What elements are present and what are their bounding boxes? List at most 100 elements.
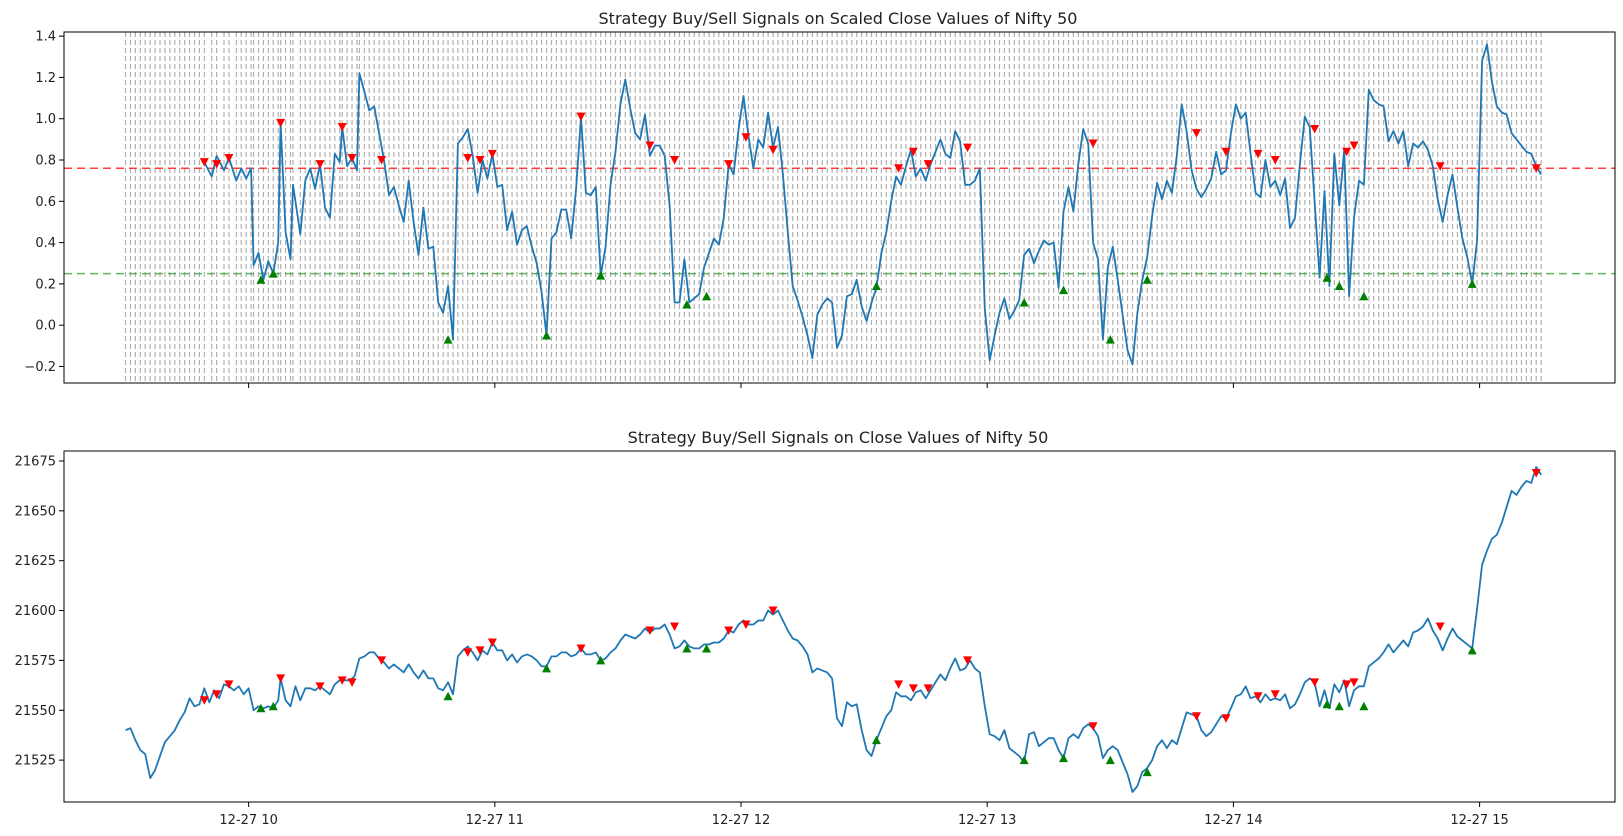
sell-signal-marker xyxy=(224,680,234,689)
y-tick-label: 21575 xyxy=(15,654,56,669)
sell-signal-marker xyxy=(1088,139,1098,148)
x-tick-label: 12-27 14 xyxy=(1204,813,1262,828)
vertical-dashed-lines xyxy=(124,32,1542,383)
buy-signal-marker xyxy=(871,735,881,745)
buy-signal-marker xyxy=(1334,701,1344,711)
y-tick-label: 0.6 xyxy=(35,195,56,210)
buy-signal-marker xyxy=(1019,755,1029,765)
y-tick-label: 21525 xyxy=(15,754,56,769)
sell-signal-marker xyxy=(894,680,904,689)
sell-signal-marker xyxy=(576,112,586,122)
buy-signal-marker xyxy=(1359,291,1369,301)
sell-signal-marker xyxy=(475,156,485,165)
buy-signal-marker xyxy=(1105,755,1115,765)
sell-signal-marker xyxy=(1435,622,1445,631)
sell-signal-marker xyxy=(1088,722,1098,731)
buy-signal-marker xyxy=(1334,281,1344,290)
sell-signal-marker xyxy=(1270,690,1280,699)
sell-signal-marker xyxy=(923,684,933,693)
sell-signal-marker xyxy=(463,153,473,163)
y-tick-label: 21650 xyxy=(15,504,56,519)
scaled-close-panel: Strategy Buy/Sell Signals on Scaled Clos… xyxy=(24,9,1616,388)
buy-signal-marker xyxy=(443,335,453,344)
plot-frame xyxy=(63,31,1616,384)
y-tick-label: 1.0 xyxy=(35,112,56,127)
sell-signal-marker xyxy=(315,682,325,691)
sell-signal-marker xyxy=(1310,678,1320,687)
sell-signal-marker xyxy=(908,147,918,157)
buy-signal-marker xyxy=(256,703,266,713)
plot-frame xyxy=(63,450,1616,803)
sell-signal-marker xyxy=(199,158,209,167)
sell-signal-marker xyxy=(1342,680,1352,689)
buy-signal-marker xyxy=(1142,767,1152,777)
y-tick-label: 0.8 xyxy=(35,154,56,169)
y-tick-label: 0.4 xyxy=(35,236,56,251)
buy-signal-marker xyxy=(542,663,552,673)
sell-signal-marker xyxy=(1531,468,1541,478)
sell-signal-marker xyxy=(475,646,485,655)
y-tick-label: 21600 xyxy=(15,604,56,619)
sell-signal-marker xyxy=(337,676,347,685)
sell-signal-marker xyxy=(894,164,904,173)
sell-signal-marker xyxy=(377,656,387,665)
sell-signal-marker xyxy=(963,656,973,665)
y-tick-label: 1.2 xyxy=(35,71,56,86)
sell-signal-marker xyxy=(1191,129,1201,138)
sell-signal-marker xyxy=(1221,147,1231,157)
x-tick-label: 12-27 11 xyxy=(466,813,524,828)
buy-signal-marker xyxy=(1322,699,1332,709)
sell-signal-marker xyxy=(377,156,387,165)
sell-signal-marker xyxy=(1349,678,1359,687)
sell-signal-marker xyxy=(1221,714,1231,723)
sell-signal-marker xyxy=(741,620,751,630)
buy-signal-marker xyxy=(542,331,552,340)
buy-signal-marker xyxy=(1467,645,1477,655)
sell-signal-marker xyxy=(1191,712,1201,721)
buy-signal-marker xyxy=(256,275,266,284)
sell-signal-marker xyxy=(199,696,209,705)
buy-signal-marker xyxy=(596,655,606,665)
sell-signal-marker xyxy=(347,153,357,163)
sell-signal-marker xyxy=(315,160,325,169)
sell-signal-marker xyxy=(963,143,973,153)
sell-signal-marker xyxy=(576,644,586,653)
buy-signal-marker xyxy=(1142,275,1152,284)
sell-signal-marker xyxy=(487,638,497,647)
close-panel: Strategy Buy/Sell Signals on Close Value… xyxy=(15,428,1616,828)
sell-signal-marker xyxy=(1310,125,1320,134)
sell-signal-marker xyxy=(1253,692,1263,701)
sell-signal-marker xyxy=(1270,156,1280,165)
sell-signal-marker xyxy=(276,674,286,683)
sell-signal-marker xyxy=(645,626,655,635)
buy-signal-marker xyxy=(1019,297,1029,307)
close-chart-title: Strategy Buy/Sell Signals on Close Value… xyxy=(628,428,1049,447)
x-tick-label: 12-27 10 xyxy=(219,813,277,828)
sell-signal-marker xyxy=(724,626,734,635)
sell-signal-marker xyxy=(463,648,473,657)
sell-signal-marker xyxy=(276,118,286,128)
sell-signal-marker xyxy=(670,622,680,631)
series-line xyxy=(203,43,1542,366)
buy-signal-marker xyxy=(1359,701,1369,711)
buy-signal-marker xyxy=(443,691,453,701)
sell-signal-marker xyxy=(908,684,918,693)
sell-signal-marker xyxy=(337,122,347,132)
buy-signal-marker xyxy=(1467,279,1477,288)
x-tick-label: 12-27 12 xyxy=(712,813,770,828)
y-tick-label: 21675 xyxy=(15,454,56,469)
sell-signal-marker xyxy=(1435,162,1445,171)
sell-signal-marker xyxy=(487,149,497,159)
x-tick-label: 12-27 13 xyxy=(958,813,1016,828)
sell-signal-marker xyxy=(741,133,751,142)
y-tick-label: 21550 xyxy=(15,704,56,719)
sell-signal-marker xyxy=(768,145,778,155)
buy-signal-marker xyxy=(596,271,606,280)
buy-signal-marker xyxy=(702,291,712,301)
y-tick-label: 1.4 xyxy=(35,30,56,45)
scaled-chart-title: Strategy Buy/Sell Signals on Scaled Clos… xyxy=(599,9,1078,28)
buy-signal-marker xyxy=(268,269,278,278)
sell-signal-marker xyxy=(670,156,680,165)
buy-signal-marker xyxy=(871,281,881,290)
